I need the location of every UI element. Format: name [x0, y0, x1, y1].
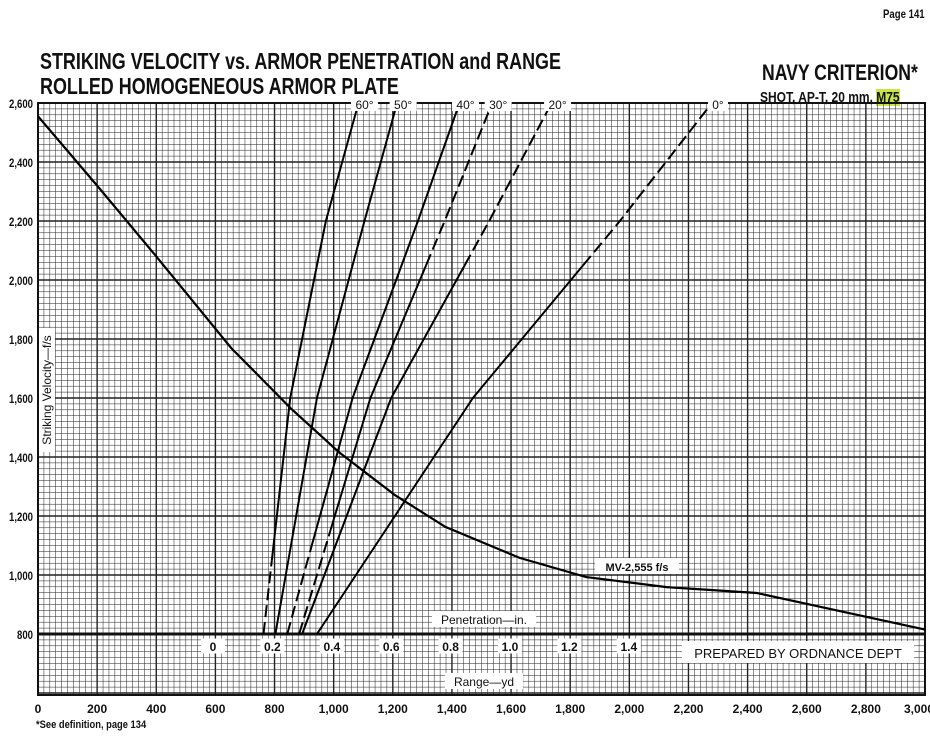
- penetration-tick-box: [260, 638, 285, 654]
- y-tick-label: 1,000: [9, 570, 33, 583]
- y-tick-label: 2,400: [9, 157, 33, 170]
- shot-label: SHOT, AP-T, 20 mm, M75: [760, 89, 900, 106]
- obliquity-label: 20°: [549, 98, 567, 112]
- penetration-axis-title: Penetration—in.: [441, 613, 527, 627]
- y-tick-label: 2,200: [9, 216, 33, 229]
- penetration-tick-box: [438, 638, 463, 654]
- penetration-tick-box: [498, 638, 522, 654]
- page-number: Page 141: [883, 7, 925, 21]
- obliquity-label-box: [707, 97, 728, 111]
- penetration-title-box: [432, 611, 536, 627]
- range-tick-label: 2,200: [673, 702, 703, 716]
- criterion-label: NAVY CRITERION*: [762, 60, 918, 85]
- y-tick-label: 1,200: [9, 511, 33, 524]
- obliquity-label-box: [389, 97, 417, 111]
- y-tick-label: 2,600: [9, 98, 33, 111]
- obliquity-line-dashed: [463, 102, 553, 266]
- mv-label-box: [595, 558, 679, 574]
- obliquity-line: [310, 102, 461, 546]
- penetration-tick-label: 0.4: [323, 640, 340, 654]
- y-tick-label: 2,000: [9, 275, 33, 288]
- range-tick-label: 0: [35, 702, 42, 716]
- obliquity-line-dashed: [262, 560, 273, 635]
- y-tick-label: 1,800: [9, 334, 33, 347]
- range-axis-title: Range—yd: [454, 675, 514, 689]
- range-tick-label: 200: [87, 702, 107, 716]
- shot-prefix: SHOT, AP-T, 20 mm,: [760, 89, 877, 106]
- y-tick-label: 1,400: [9, 452, 33, 465]
- prepared-label: PREPARED BY ORDNANCE DEPT: [694, 646, 902, 661]
- obliquity-label: 60°: [355, 98, 373, 112]
- y-tick-label: 800: [17, 629, 33, 642]
- range-tick-label: 2,000: [614, 702, 644, 716]
- ylabel-box: [39, 328, 55, 452]
- prepared-box: [682, 641, 914, 663]
- plot-frame: [37, 102, 926, 696]
- mv-label: MV-2,555 f/s: [606, 562, 669, 574]
- obliquity-line: [316, 264, 584, 635]
- range-tick-label: 1,800: [555, 702, 585, 716]
- footnote: *See definition, page 134: [36, 719, 147, 731]
- obliquity-label: 30°: [489, 98, 507, 112]
- penetration-tick-label: 1.2: [561, 640, 578, 654]
- range-tick-label: 1,400: [437, 702, 467, 716]
- obliquity-line: [270, 102, 360, 561]
- range-velocity-curve: [37, 115, 926, 631]
- range-tick-label: 800: [265, 702, 285, 716]
- penetration-tick-label: 1.0: [502, 640, 519, 654]
- obliquity-label-box: [351, 97, 379, 111]
- range-tick-label: 1,000: [319, 702, 349, 716]
- penetration-tick-label: 1.4: [620, 640, 637, 654]
- range-tick-label: 400: [146, 702, 166, 716]
- obliquity-line-dashed: [582, 102, 713, 266]
- obliquity-line: [301, 264, 466, 635]
- penetration-tick-label: 0.2: [264, 640, 281, 654]
- penetration-tick-label: 0: [210, 640, 217, 654]
- shot-model: M75: [876, 89, 900, 106]
- obliquity-label: 40°: [456, 98, 474, 112]
- range-tick-label: 2,600: [792, 702, 822, 716]
- penetration-tick-box: [616, 638, 641, 654]
- penetration-tick-label: 0.8: [442, 640, 459, 654]
- range-tick-label: 3,000: [904, 702, 930, 716]
- obliquity-label-box: [544, 97, 572, 111]
- penetration-tick-box: [379, 638, 404, 654]
- range-tick-label: 600: [205, 702, 225, 716]
- range-tick-label: 2,800: [851, 702, 881, 716]
- chart-subtitle: ROLLED HOMOGENEOUS ARMOR PLATE: [40, 73, 399, 99]
- obliquity-line-dashed: [425, 102, 494, 266]
- y-tick-label: 1,600: [9, 393, 33, 406]
- y-axis-title: Striking Velocity—f/s: [40, 335, 54, 444]
- penetration-tick-box: [201, 638, 225, 654]
- range-tick-label: 2,400: [733, 702, 763, 716]
- chart-title: STRIKING VELOCITY vs. ARMOR PENETRATION …: [40, 48, 561, 74]
- obliquity-label: 0°: [712, 98, 724, 112]
- range-title-box: [445, 673, 523, 689]
- range-tick-label: 1,600: [496, 702, 526, 716]
- obliquity-label-box: [452, 97, 480, 111]
- penetration-tick-box: [319, 638, 344, 654]
- obliquity-label-box: [484, 97, 512, 111]
- range-tick-label: 1,200: [378, 702, 408, 716]
- obliquity-line-dashed: [286, 545, 313, 635]
- penetration-tick-label: 0.6: [383, 640, 400, 654]
- obliquity-label: 50°: [394, 98, 412, 112]
- obliquity-line: [329, 264, 428, 532]
- obliquity-line: [274, 102, 399, 635]
- penetration-tick-box: [557, 638, 582, 654]
- grid: [37, 102, 926, 695]
- obliquity-line-dashed: [298, 530, 332, 635]
